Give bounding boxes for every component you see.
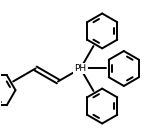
Text: PH: PH	[74, 64, 87, 73]
